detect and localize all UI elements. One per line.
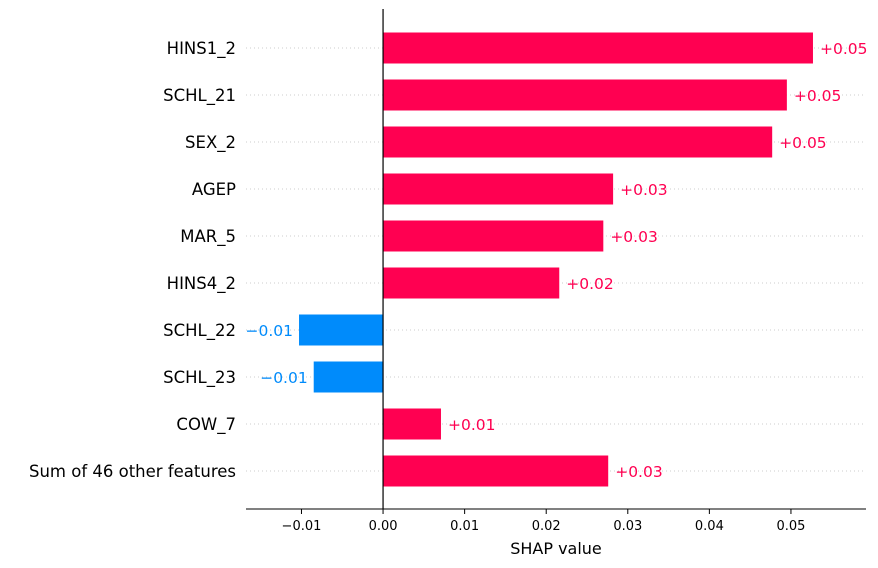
x-axis-title: SHAP value <box>510 539 602 558</box>
x-tick-label: 0.04 <box>695 519 724 534</box>
value-label: +0.02 <box>566 275 614 293</box>
x-tick-label: 0.01 <box>450 519 479 534</box>
bar-schl-21 <box>383 79 787 111</box>
value-label: +0.05 <box>820 40 868 58</box>
feature-label: AGEP <box>192 180 236 199</box>
bar-sex-2 <box>383 126 773 158</box>
value-label: −0.01 <box>246 322 294 340</box>
bar-schl-23 <box>313 361 384 393</box>
bars <box>299 32 813 487</box>
bar-cow-7 <box>383 408 441 440</box>
feature-label: SEX_2 <box>185 133 236 153</box>
feature-label: COW_7 <box>176 415 236 435</box>
x-axis-ticks: −0.01 0.00 0.01 0.02 0.03 0.04 0.05 <box>282 509 805 534</box>
x-tick-label: 0.03 <box>613 519 642 534</box>
feature-labels: HINS1_2 SCHL_21 SEX_2 AGEP MAR_5 HINS4_2 SCHL_… <box>29 39 236 481</box>
bar-mar-5 <box>383 220 604 252</box>
x-tick-label: 0.05 <box>776 519 805 534</box>
feature-label: MAR_5 <box>180 227 236 247</box>
bar-schl-22 <box>299 314 384 346</box>
bar-hins4-2 <box>383 267 560 299</box>
feature-label: Sum of 46 other features <box>29 462 236 481</box>
feature-label: HINS4_2 <box>167 274 236 294</box>
feature-label: SCHL_21 <box>163 86 236 106</box>
value-label: −0.01 <box>260 369 308 387</box>
bar-sum-of-46-other-features <box>383 455 609 487</box>
x-tick-label: 0.00 <box>369 519 398 534</box>
value-label: +0.05 <box>794 87 842 105</box>
bar-agep <box>383 173 614 205</box>
value-label: +0.03 <box>620 181 668 199</box>
x-tick-label: 0.02 <box>532 519 561 534</box>
x-tick-label: −0.01 <box>282 519 322 534</box>
feature-label: HINS1_2 <box>167 39 236 59</box>
bar-hins1-2 <box>383 32 813 64</box>
value-label: +0.01 <box>448 416 496 434</box>
row-grid-lines <box>246 47 866 472</box>
value-labels: +0.05 +0.05 +0.05 +0.03 +0.03 +0.02 −0.01 −0.01… <box>246 40 868 481</box>
value-label: +0.05 <box>779 134 827 152</box>
feature-label: SCHL_23 <box>163 368 236 388</box>
value-label: +0.03 <box>615 463 663 481</box>
value-label: +0.03 <box>610 228 658 246</box>
feature-label: SCHL_22 <box>163 321 236 341</box>
